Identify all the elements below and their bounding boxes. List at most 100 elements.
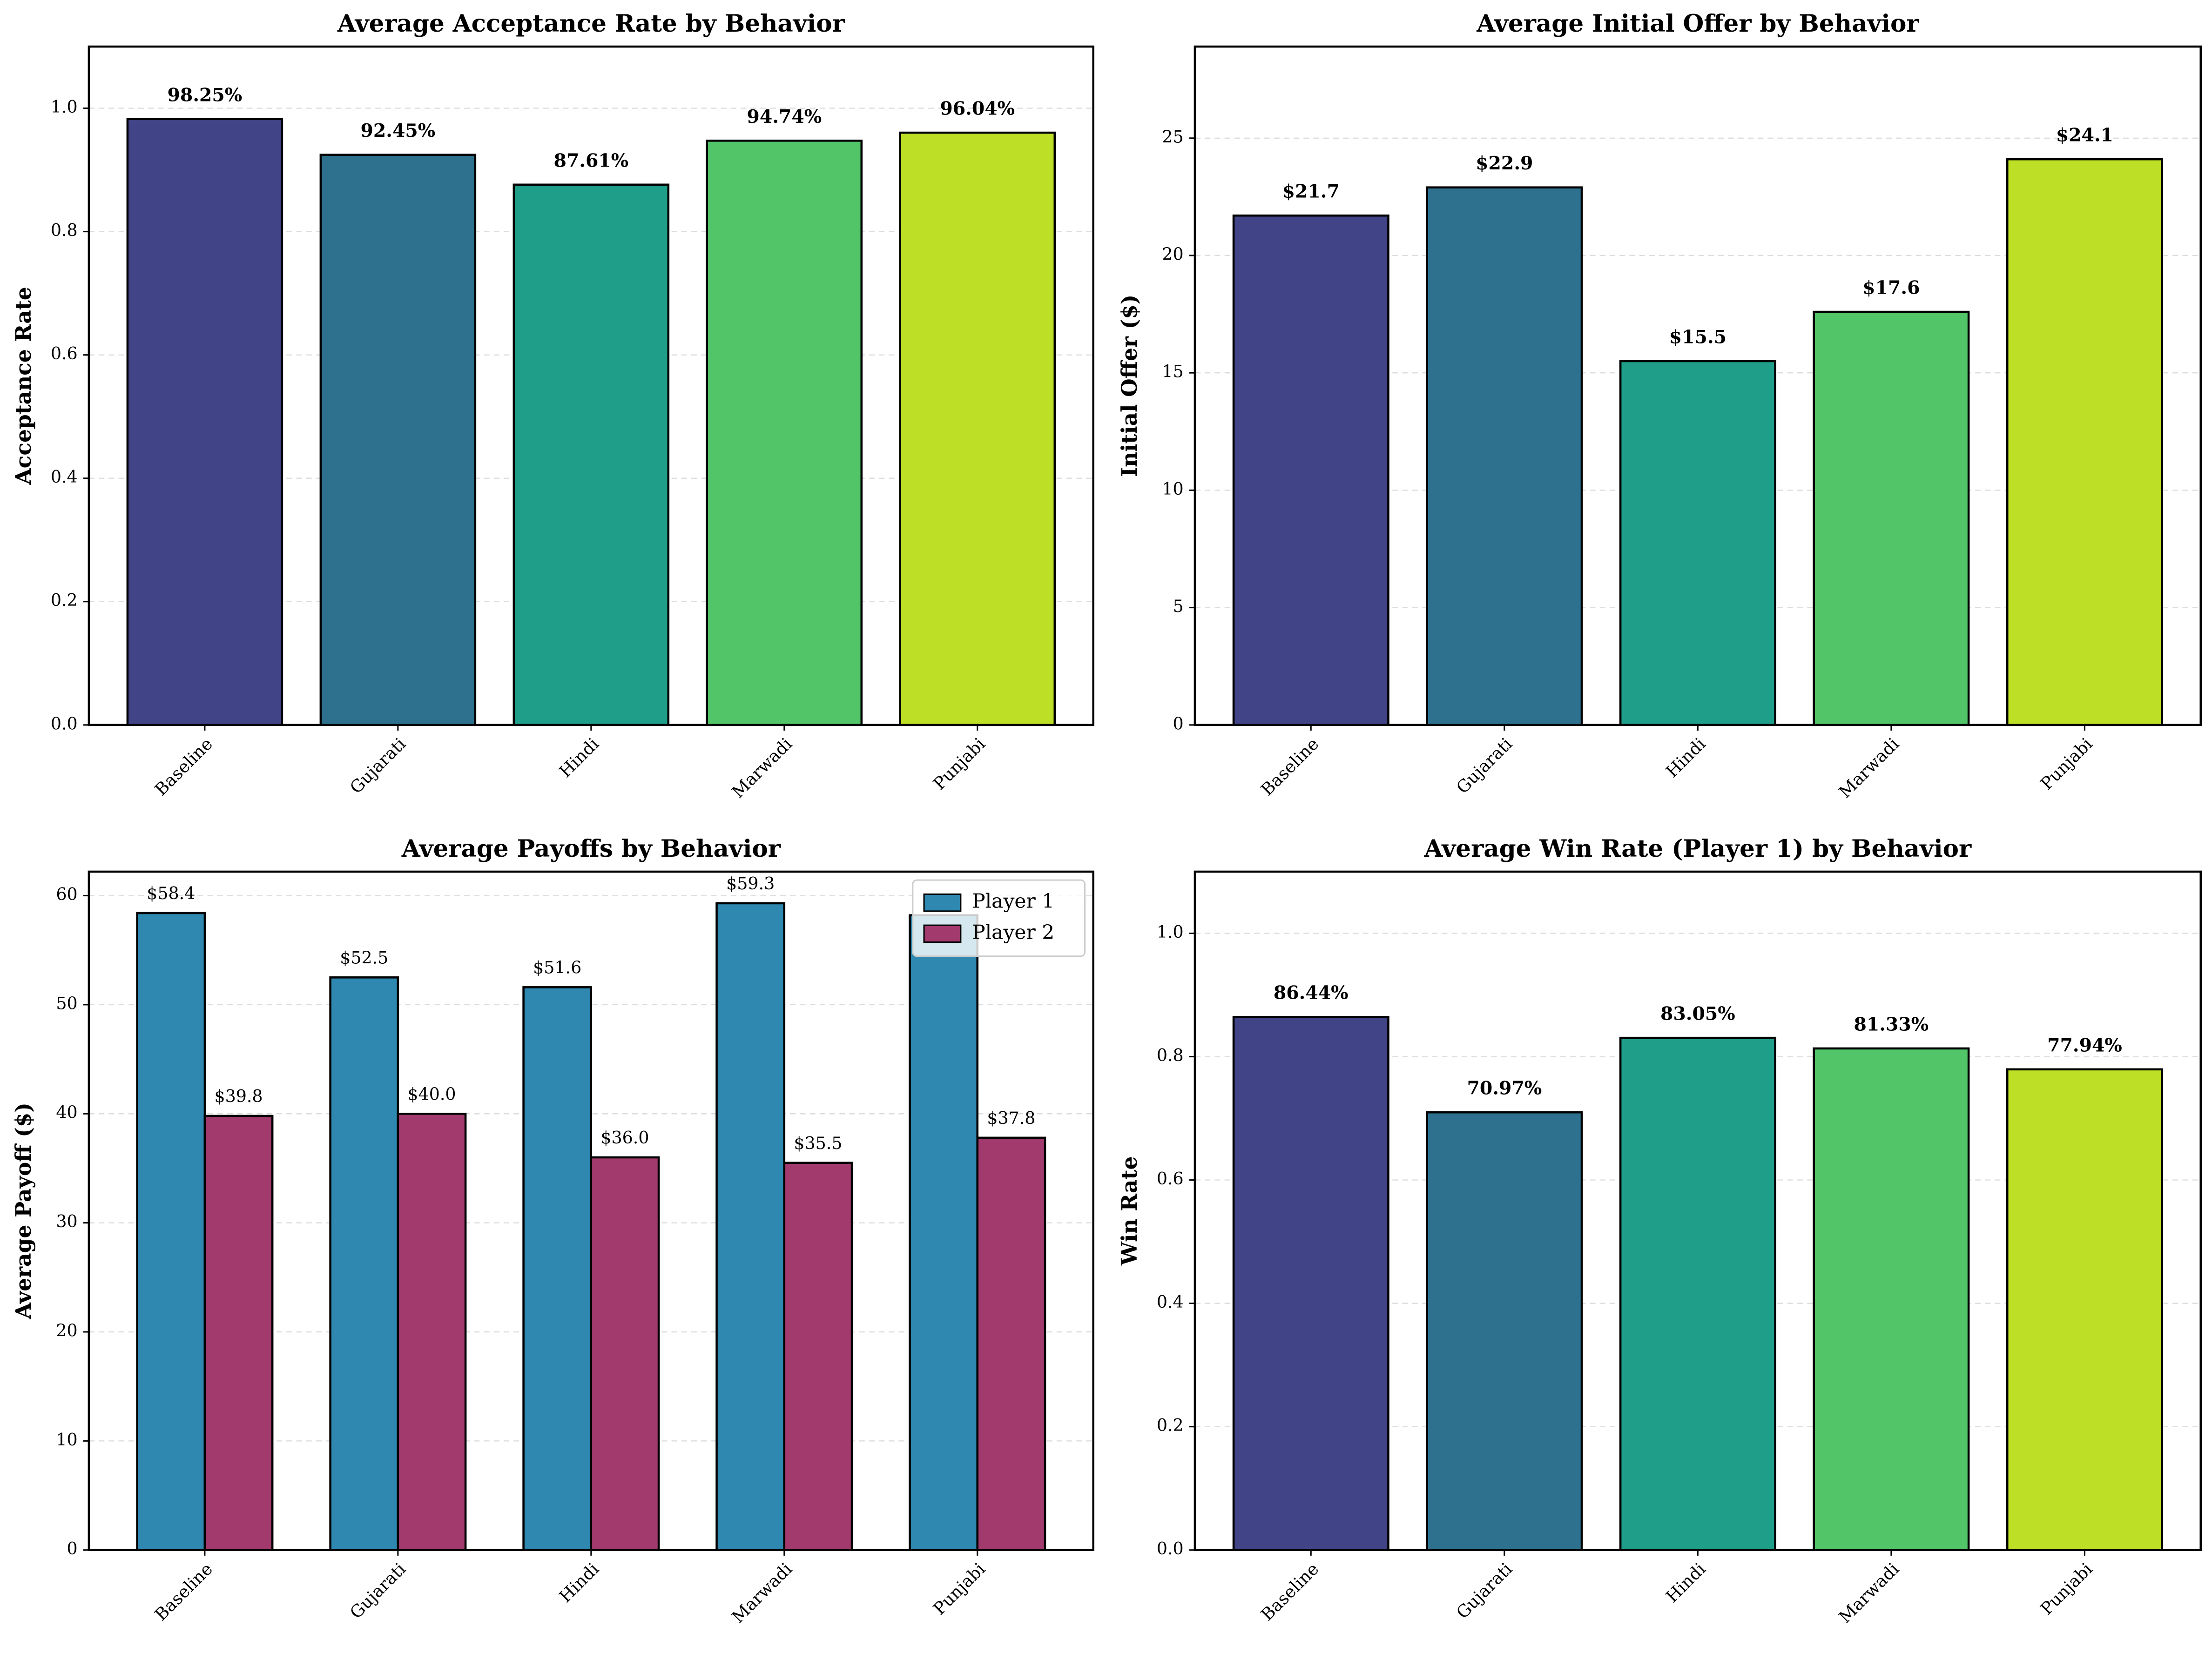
bar xyxy=(1619,360,1776,726)
value-label: $15.5 xyxy=(1669,326,1726,348)
x-tick-label: Punjabi xyxy=(2037,734,2097,794)
value-label: $59.3 xyxy=(726,874,775,894)
x-tick-label: Punjabi xyxy=(2037,1559,2097,1619)
value-label: $37.8 xyxy=(987,1108,1035,1128)
x-tick-label: Hindi xyxy=(555,734,603,781)
bar xyxy=(1813,1047,1970,1551)
x-tick-label: Hindi xyxy=(555,1559,603,1606)
y-tick-label: 10 xyxy=(1162,479,1183,499)
value-label: 86.44% xyxy=(1274,982,1349,1004)
x-tick-label: Marwadi xyxy=(1835,734,1903,802)
bar xyxy=(1426,1111,1583,1551)
x-tick-label: Gujarati xyxy=(1452,734,1516,798)
y-tick-label: 0.0 xyxy=(51,713,78,733)
x-tick-label: Hindi xyxy=(1662,734,1709,781)
bar xyxy=(397,1112,467,1551)
value-label: $35.5 xyxy=(794,1133,842,1153)
legend-label: Player 1 xyxy=(972,890,1054,913)
bar xyxy=(1232,214,1389,726)
value-label: $39.8 xyxy=(214,1086,263,1106)
value-label: $51.6 xyxy=(533,958,581,978)
y-tick-label: 15 xyxy=(1162,362,1183,382)
y-tick-label: 0.2 xyxy=(51,590,78,610)
bar xyxy=(909,914,979,1551)
legend-swatch xyxy=(923,893,962,912)
chart-title: Average Win Rate (Player 1) by Behavior xyxy=(1423,835,1972,863)
chart-title: Average Acceptance Rate by Behavior xyxy=(337,10,845,38)
value-label: $17.6 xyxy=(1862,277,1920,299)
x-tick-label: Baseline xyxy=(1257,1559,1322,1625)
value-label: $21.7 xyxy=(1282,181,1340,202)
bar xyxy=(706,140,863,726)
subplot: Average Payoffs by Behavior Average Payof… xyxy=(11,835,1094,1627)
bar xyxy=(976,1136,1046,1551)
x-tick-label: Gujarati xyxy=(1452,1559,1516,1623)
bar xyxy=(329,976,399,1551)
x-tick-label: Marwadi xyxy=(728,1559,796,1627)
y-tick-label: 1.0 xyxy=(51,97,78,117)
bar xyxy=(2006,158,2163,726)
x-tick-label: Gujarati xyxy=(346,734,410,798)
legend-swatch xyxy=(923,924,962,943)
value-label: 87.61% xyxy=(553,150,628,171)
x-tick-label: Marwadi xyxy=(728,734,796,802)
y-tick-label: 0.2 xyxy=(1157,1415,1184,1435)
value-label: 92.45% xyxy=(361,120,436,141)
bar xyxy=(319,154,477,726)
y-tick-label: 50 xyxy=(56,993,77,1013)
y-tick-label: 0.6 xyxy=(51,343,78,363)
y-axis-label: Average Payoff ($) xyxy=(11,1102,36,1319)
chart-title: Average Initial Offer by Behavior xyxy=(1476,10,1919,38)
x-tick-label: Hindi xyxy=(1662,1559,1709,1606)
subplot: Average Acceptance Rate by Behavior Accep… xyxy=(11,10,1094,802)
y-tick-label: 60 xyxy=(56,884,77,904)
x-tick-label: Punjabi xyxy=(929,734,989,794)
y-tick-label: 10 xyxy=(56,1430,77,1450)
y-axis-label: Initial Offer ($) xyxy=(1117,295,1142,477)
value-label: $52.5 xyxy=(340,947,388,968)
y-tick-label: 20 xyxy=(1162,244,1183,264)
y-tick-label: 0 xyxy=(1173,713,1184,733)
y-tick-label: 0.4 xyxy=(1157,1292,1184,1312)
x-tick-label: Marwadi xyxy=(1835,1559,1903,1627)
y-tick-label: 0.0 xyxy=(1157,1539,1184,1559)
chart-title: Average Payoffs by Behavior xyxy=(401,835,781,863)
bar xyxy=(715,902,786,1551)
y-tick-label: 25 xyxy=(1162,127,1183,147)
y-tick-label: 0.6 xyxy=(1157,1169,1184,1189)
y-tick-label: 40 xyxy=(56,1102,77,1122)
value-label: $58.4 xyxy=(147,883,195,903)
value-label: $22.9 xyxy=(1476,153,1533,174)
value-label: 81.33% xyxy=(1854,1014,1929,1035)
y-tick-label: 20 xyxy=(56,1320,77,1340)
value-label: 83.05% xyxy=(1660,1003,1735,1025)
subplot: Average Initial Offer by Behavior Initial… xyxy=(1117,10,2202,802)
value-label: 77.94% xyxy=(2047,1035,2122,1056)
y-tick-label: 0 xyxy=(67,1539,78,1559)
y-tick-label: 5 xyxy=(1173,596,1184,616)
axes-frame xyxy=(1194,45,2202,726)
y-axis-label: Acceptance Rate xyxy=(11,287,36,485)
axes-frame xyxy=(88,870,1094,1551)
x-tick-label: Baseline xyxy=(1257,734,1322,800)
legend: Player 1 Player 2 xyxy=(912,879,1086,957)
value-label: 98.25% xyxy=(168,84,243,106)
value-label: 96.04% xyxy=(940,98,1015,120)
bar xyxy=(899,131,1056,726)
bar xyxy=(1619,1036,1776,1551)
bar xyxy=(126,118,283,726)
bar xyxy=(136,912,206,1551)
axes-frame xyxy=(88,45,1094,726)
bar xyxy=(522,986,593,1551)
y-tick-label: 1.0 xyxy=(1157,922,1184,942)
bar xyxy=(783,1162,853,1551)
y-axis-label: Win Rate xyxy=(1117,1156,1142,1266)
legend-label: Player 2 xyxy=(972,921,1054,944)
value-label: $24.1 xyxy=(2056,125,2113,146)
bar xyxy=(1232,1015,1389,1551)
axes-frame xyxy=(1194,870,2202,1551)
bar xyxy=(2006,1068,2163,1551)
value-label: $40.0 xyxy=(407,1084,456,1104)
